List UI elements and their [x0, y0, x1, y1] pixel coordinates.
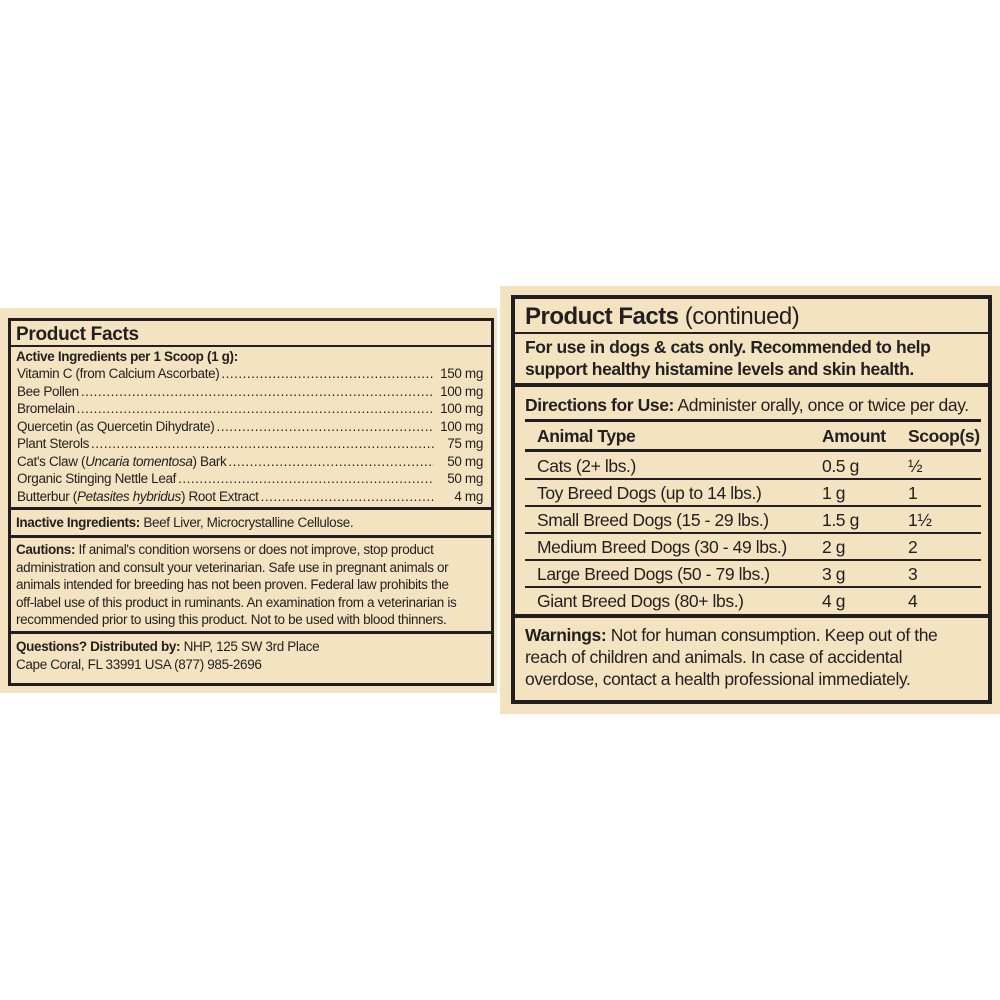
amount: 1.5 g	[822, 510, 859, 530]
ingredient-amount: 50 mg	[447, 453, 483, 469]
ingredient-name: Quercetin (as Quercetin Dihydrate)	[17, 418, 215, 434]
table-header: Animal Type Amount Scoop(s)	[525, 422, 981, 449]
product-facts-panel: Product Facts Active Ingredients per 1 S…	[0, 308, 497, 693]
ingredient-name: Butterbur (Petasites hybridus) Root Extr…	[17, 488, 259, 504]
amount: 1 g	[822, 483, 846, 503]
amount: 3 g	[822, 564, 846, 584]
row-divider	[525, 478, 981, 480]
animal-type: Cats (2+ lbs.)	[537, 456, 636, 476]
ingredient-name: Plant Sterols	[17, 436, 89, 451]
dot-leader	[216, 419, 434, 437]
row-divider	[525, 586, 981, 588]
dot-leader	[221, 366, 434, 384]
inactive-ingredients: Inactive Ingredients: Beef Liver, Microc…	[16, 515, 354, 530]
distributor-address: Cape Coral, FL 33991 USA (877) 985-2696	[16, 657, 262, 672]
row-divider	[525, 505, 981, 507]
panel-title: Product Facts	[16, 324, 139, 345]
distributor-info: Questions? Distributed by: NHP, 125 SW 3…	[16, 639, 320, 654]
animal-type: Medium Breed Dogs (30 - 49 lbs.)	[537, 537, 787, 557]
cautions-line: recommended prior to using this product.…	[16, 612, 447, 627]
scoops: ½	[908, 456, 923, 476]
dot-leader	[261, 489, 434, 507]
tagline: support healthy histamine levels and ski…	[525, 359, 914, 379]
product-facts-continued-box: Product Facts (continued) For use in dog…	[511, 295, 992, 704]
ingredient-row: Plant Sterols	[17, 436, 436, 454]
dot-leader	[81, 384, 434, 402]
cautions-line: administration and consult your veterina…	[16, 559, 449, 575]
amount: 2 g	[822, 537, 846, 557]
animal-type: Giant Breed Dogs (80+ lbs.)	[537, 591, 744, 611]
ingredient-amount: 100 mg	[440, 401, 483, 416]
table-row: Large Breed Dogs (50 - 79 lbs.) 3 g 3	[525, 560, 981, 587]
table-row: Small Breed Dogs (15 - 29 lbs.) 1.5 g 1½	[525, 506, 981, 533]
ingredient-name: Organic Stinging Nettle Leaf	[17, 471, 177, 486]
scoops: 4	[908, 591, 918, 611]
dot-leader	[178, 471, 434, 489]
ingredient-row: Quercetin (as Quercetin Dihydrate)	[17, 419, 436, 437]
ingredient-amount: 75 mg	[447, 436, 483, 451]
table-row: Toy Breed Dogs (up to 14 lbs.) 1 g 1	[525, 479, 981, 506]
animal-type: Large Breed Dogs (50 - 79 lbs.)	[537, 564, 770, 584]
product-facts-box: Product Facts Active Ingredients per 1 S…	[8, 318, 494, 686]
directions: Directions for Use: Administer orally, o…	[525, 395, 969, 415]
ingredient-row: Vitamin C (from Calcium Ascorbate)	[17, 366, 436, 384]
tagline: For use in dogs & cats only. Recommended…	[525, 337, 931, 357]
warnings-line: reach of children and animals. In case o…	[525, 647, 903, 667]
col-scoops: Scoop(s)	[908, 426, 980, 446]
dot-leader	[91, 436, 434, 454]
ingredient-amount: 50 mg	[447, 471, 483, 486]
active-ingredients-header: Active Ingredients per 1 Scoop (1 g):	[16, 349, 238, 364]
row-divider	[525, 532, 981, 534]
table-row: Giant Breed Dogs (80+ lbs.) 4 g 4	[525, 587, 981, 614]
cautions-line: animals intended for breeding has not be…	[16, 577, 449, 592]
table-row: Cats (2+ lbs.) 0.5 g ½	[525, 452, 981, 479]
scoops: 1½	[908, 510, 932, 530]
animal-type: Toy Breed Dogs (up to 14 lbs.)	[537, 483, 762, 503]
amount: 0.5 g	[822, 456, 859, 476]
dot-leader	[77, 401, 434, 419]
ingredient-name: Vitamin C (from Calcium Ascorbate)	[17, 366, 220, 381]
product-facts-continued-panel: Product Facts (continued) For use in dog…	[500, 286, 1000, 714]
ingredient-row: Bromelain	[17, 401, 436, 419]
warnings: Warnings: Not for human consumption. Kee…	[525, 625, 938, 645]
ingredient-amount: 4 mg	[454, 488, 483, 504]
cautions-line: Cautions: If animal's condition worsens …	[16, 542, 434, 557]
ingredient-amount: 150 mg	[440, 366, 483, 381]
ingredient-row: Cat's Claw (Uncaria tomentosa) Bark	[17, 454, 436, 472]
cautions-line: off-label use of this product in ruminan…	[16, 594, 457, 610]
row-divider	[525, 559, 981, 561]
ingredient-name: Bromelain	[17, 401, 75, 416]
ingredient-name: Bee Pollen	[17, 383, 79, 399]
animal-type: Small Breed Dogs (15 - 29 lbs.)	[537, 510, 769, 530]
table-row: Medium Breed Dogs (30 - 49 lbs.) 2 g 2	[525, 533, 981, 560]
ingredient-amount: 100 mg	[440, 418, 483, 434]
panel-title: Product Facts (continued)	[525, 303, 800, 330]
col-amount: Amount	[822, 426, 886, 446]
col-animal-type: Animal Type	[537, 426, 636, 446]
scoops: 2	[908, 537, 918, 557]
warnings-line: overdose, contact a health professional …	[525, 669, 911, 689]
scoops: 3	[908, 564, 918, 584]
ingredient-row: Organic Stinging Nettle Leaf	[17, 471, 436, 489]
ingredient-row: Bee Pollen	[17, 384, 436, 402]
dot-leader	[228, 454, 434, 472]
scoops: 1	[908, 483, 918, 503]
amount: 4 g	[822, 591, 846, 611]
ingredient-name: Cat's Claw (Uncaria tomentosa) Bark	[17, 453, 227, 469]
ingredient-row: Butterbur (Petasites hybridus) Root Extr…	[17, 489, 436, 507]
ingredient-amount: 100 mg	[440, 383, 483, 399]
